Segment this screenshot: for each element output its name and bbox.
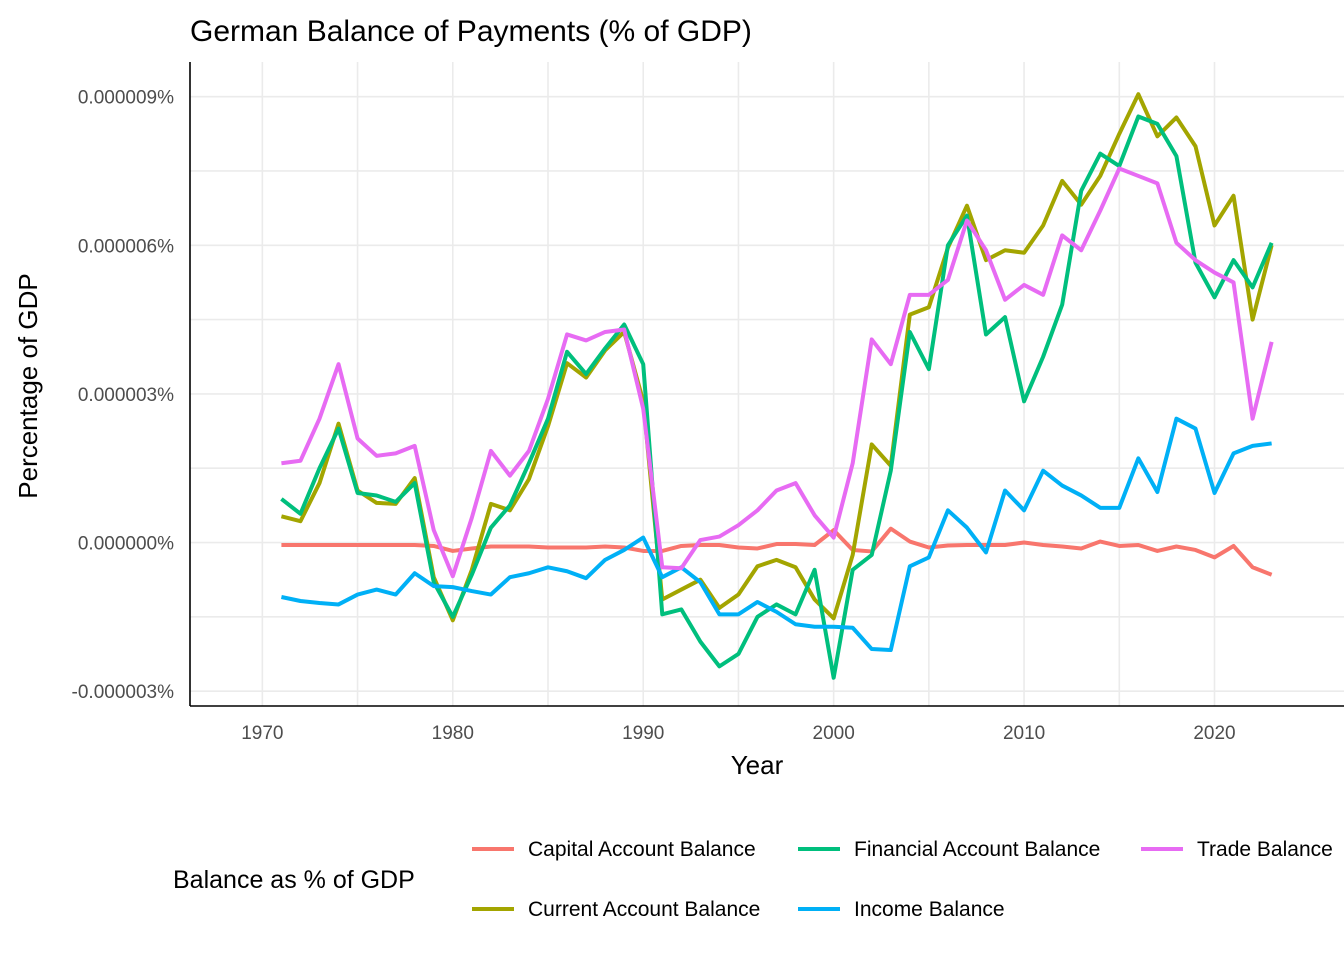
legend-item-income-balance: Income Balance	[798, 898, 1005, 921]
y-tick-label: 0.000009%	[78, 88, 174, 109]
legend-label: Financial Account Balance	[854, 838, 1100, 861]
legend-item-current-account-balance: Current Account Balance	[472, 898, 760, 921]
legend-title: Balance as % of GDP	[173, 866, 415, 894]
legend-label: Capital Account Balance	[528, 838, 756, 861]
legend-label: Trade Balance	[1197, 838, 1333, 861]
x-tick-label: 2010	[1003, 723, 1045, 744]
y-axis-title: Percentage of GDP	[13, 273, 43, 498]
legend-label: Current Account Balance	[528, 898, 760, 921]
tick-layer: 1970 1980 1990 2000 2010 2020 -0.000003% 0.0000…	[72, 88, 1236, 744]
axis-layer	[189, 62, 1344, 707]
x-tick-label: 1980	[432, 723, 474, 744]
y-tick-label: 0.000006%	[78, 236, 174, 257]
y-tick-label: 0.000000%	[78, 534, 174, 555]
series-line-current-account-balance	[280, 92, 1274, 623]
series-line-capital-account-balance	[281, 526, 1273, 577]
x-tick-label: 1990	[622, 723, 664, 744]
x-tick-label: 2020	[1193, 723, 1235, 744]
grid-layer	[190, 62, 1344, 706]
series-line-trade-balance	[281, 166, 1274, 579]
chart-title: German Balance of Payments (% of GDP)	[190, 15, 752, 48]
legend-item-trade-balance: Trade Balance	[1141, 838, 1333, 861]
x-tick-label: 2000	[813, 723, 855, 744]
x-tick-label: 1970	[241, 723, 283, 744]
legend-label: Income Balance	[854, 898, 1005, 921]
legend-items: Capital Account Balance Current Account B…	[472, 838, 1333, 921]
series-line-income-balance	[281, 416, 1272, 653]
legend: Balance as % of GDP Capital Account Bala…	[173, 838, 1333, 921]
y-tick-label: 0.000003%	[78, 385, 174, 406]
legend-item-capital-account-balance: Capital Account Balance	[472, 838, 756, 861]
legend-item-financial-account-balance: Financial Account Balance	[798, 838, 1100, 861]
y-tick-label: -0.000003%	[72, 682, 175, 703]
series-layer	[280, 92, 1274, 680]
series-line-financial-account-balance	[280, 114, 1274, 680]
x-axis-title: Year	[731, 750, 784, 780]
